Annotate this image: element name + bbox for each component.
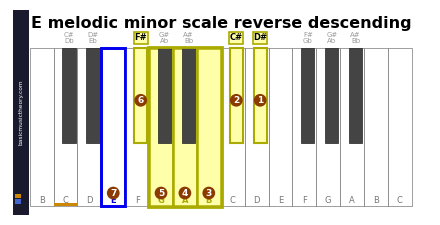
Bar [173,48,197,206]
Text: B: B [373,196,379,205]
Bar [29,48,54,206]
Text: Bb: Bb [184,38,193,44]
Text: A#: A# [350,32,361,38]
Bar [134,32,147,44]
Text: C#: C# [230,33,243,42]
Bar [340,48,364,206]
Text: C: C [62,196,68,205]
Bar [349,48,362,143]
Text: D: D [253,196,260,205]
Text: 1: 1 [257,96,263,105]
Text: 5: 5 [158,189,164,198]
Text: Ab: Ab [160,38,169,44]
Bar [77,48,101,206]
Bar [101,48,125,206]
Bar [245,48,268,206]
Bar [229,32,243,44]
Text: D: D [86,196,92,205]
Circle shape [107,187,120,199]
Bar [15,199,22,204]
Text: G#: G# [159,32,170,38]
Text: E melodic minor scale reverse descending: E melodic minor scale reverse descending [31,16,411,31]
Bar [86,48,99,143]
Text: Db: Db [64,38,74,44]
Text: F#: F# [134,33,147,42]
Circle shape [202,187,215,199]
Text: F: F [302,196,307,205]
Text: Bb: Bb [351,38,360,44]
Bar [253,32,267,44]
Text: G#: G# [326,32,337,38]
Bar [101,48,125,206]
Bar [197,48,221,206]
Bar [293,48,316,206]
Text: C: C [397,196,403,205]
Text: basicmusictheory.com: basicmusictheory.com [18,80,23,145]
Bar [13,10,29,215]
Text: C#: C# [64,32,74,38]
Bar [182,48,195,143]
Bar [148,47,222,207]
Text: G: G [158,196,165,205]
Text: F#: F# [303,32,313,38]
Bar [230,48,243,143]
Bar [62,48,76,143]
Text: 6: 6 [138,96,144,105]
Text: B: B [39,196,44,205]
Text: G: G [325,196,331,205]
Text: Ab: Ab [327,38,336,44]
Circle shape [230,94,242,107]
Bar [149,48,173,206]
Text: B: B [205,196,212,205]
Text: A: A [182,196,188,205]
Text: 7: 7 [110,189,117,198]
Text: D#: D# [88,32,99,38]
Bar [221,48,245,206]
Bar [388,48,412,206]
Circle shape [134,94,147,107]
Text: A#: A# [183,32,194,38]
Bar [253,48,267,143]
Bar [15,194,22,198]
Text: 2: 2 [233,96,239,105]
Bar [55,202,77,206]
Text: 4: 4 [182,189,188,198]
Text: E: E [278,196,283,205]
Circle shape [254,94,267,107]
Bar [301,48,315,143]
Bar [364,48,388,206]
Text: 3: 3 [205,189,212,198]
Circle shape [179,187,191,199]
Bar [54,48,77,206]
Circle shape [154,187,167,199]
Bar [125,48,149,206]
Text: Eb: Eb [88,38,97,44]
Bar [325,48,338,143]
Bar [316,48,340,206]
Bar [134,48,147,143]
Text: E: E [110,196,116,205]
Bar [268,48,293,206]
Text: Gb: Gb [303,38,313,44]
Text: D#: D# [253,33,267,42]
Text: C: C [230,196,235,205]
Text: A: A [349,196,355,205]
Text: F: F [135,196,139,205]
Bar [158,48,171,143]
